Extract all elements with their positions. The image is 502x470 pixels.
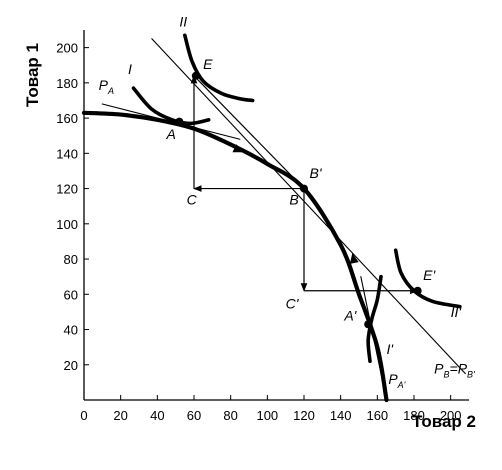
x-tick-label: 200	[440, 408, 462, 423]
point-marker	[191, 71, 200, 80]
y-tick-label: 60	[64, 287, 78, 302]
y-tick-label: 20	[64, 358, 78, 373]
y-tick-label: 100	[56, 217, 78, 232]
y-tick-label: 200	[56, 41, 78, 56]
y-tick-label: 120	[56, 182, 78, 197]
axes: 0 20 40 60 80 100 120 140 160 180 200 20 40 60 80 100 12…	[23, 30, 476, 431]
series-indifference	[366, 274, 383, 364]
point-marker	[300, 184, 308, 193]
curve-point-label: B'	[310, 165, 323, 181]
curve-direction-arrow	[349, 253, 359, 264]
curve-point-label: II	[179, 13, 187, 29]
curve-point-label: A	[166, 126, 176, 142]
point-marker	[364, 320, 373, 329]
x-tick-label: 60	[187, 408, 201, 423]
labels-layer: II E I PA A B' C B E' C' A' II' I' PA' PB=PB'	[99, 13, 475, 390]
trade-paths	[190, 74, 419, 295]
points-layer	[175, 71, 422, 329]
curve-point-label: E'	[423, 267, 436, 283]
y-tick-label: 80	[64, 252, 78, 267]
series-price-line	[360, 276, 386, 392]
y-tick-label: 180	[56, 76, 78, 91]
x-tick-label: 100	[256, 408, 278, 423]
curve-point-label: E	[203, 56, 213, 72]
curve-point-label: II'	[451, 304, 463, 320]
x-tick-label: 140	[330, 408, 352, 423]
y-tick-label: 160	[56, 111, 78, 126]
curve-point-label: A'	[343, 308, 357, 324]
curve-direction-arrow	[232, 144, 244, 153]
series-indifference	[183, 33, 255, 103]
curve-point-label: B	[289, 191, 298, 207]
trade-path-segment	[193, 75, 305, 189]
curve-point-label: PB=PB'	[434, 361, 475, 380]
curve-point-label: I	[128, 61, 132, 77]
point-marker	[175, 117, 184, 126]
y-axis-label: Товар 1	[23, 43, 42, 107]
x-tick-label: 20	[113, 408, 127, 423]
y-tick-label: 40	[64, 323, 78, 338]
series-ppf	[81, 110, 389, 403]
x-tick-label: 180	[403, 408, 425, 423]
x-tick-label: 40	[150, 408, 164, 423]
curve-point-label: PA'	[388, 371, 405, 390]
y-tick-label: 140	[56, 146, 78, 161]
series-price-line	[151, 38, 466, 375]
curve-point-label: I'	[387, 341, 395, 357]
curve-point-label: C'	[286, 295, 300, 311]
x-tick-label: 120	[293, 408, 315, 423]
point-marker	[413, 286, 422, 295]
x-tick-label: 80	[223, 408, 237, 423]
series-indifference	[131, 86, 211, 126]
curve-point-label: C	[187, 191, 198, 207]
series-price-line	[101, 103, 241, 140]
x-tick-label: 0	[80, 408, 87, 423]
x-axis-label: Товар 2	[412, 412, 476, 431]
series-layer	[81, 33, 466, 403]
curve-point-label: PA	[99, 77, 114, 96]
x-tick-label: 160	[366, 408, 388, 423]
